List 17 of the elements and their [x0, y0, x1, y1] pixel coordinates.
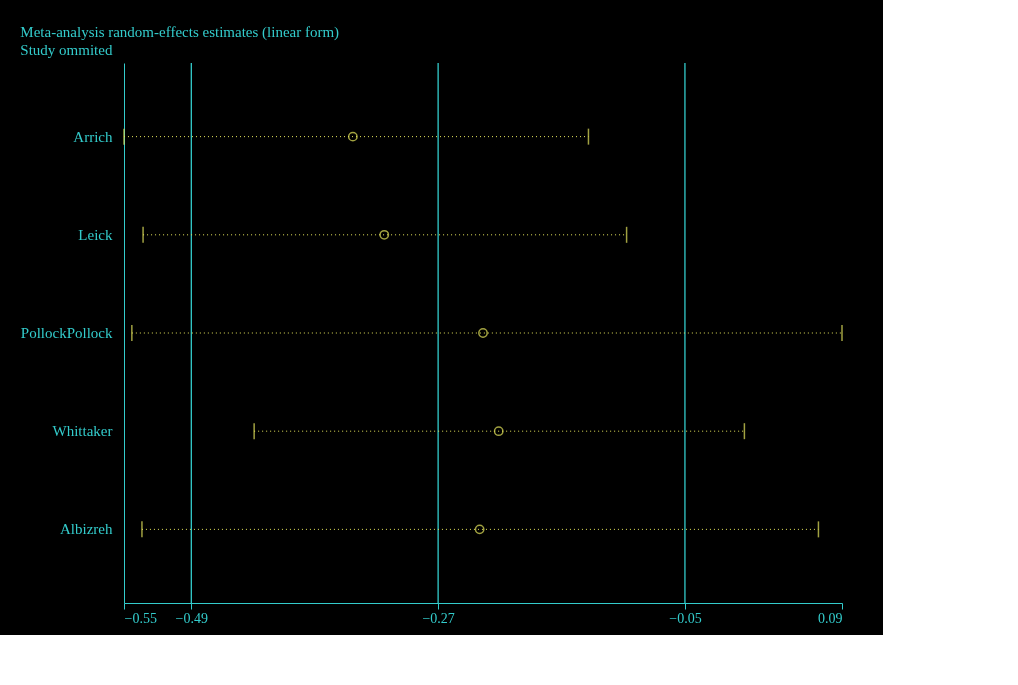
y-tick-label: Arrich	[73, 128, 113, 145]
x-tick-label: −0.05	[669, 610, 702, 626]
x-tick-label: −0.55	[124, 610, 157, 626]
point	[347, 131, 358, 142]
chart-subtitle: Study ommited	[20, 42, 113, 59]
y-tick-label: Whittaker	[52, 423, 113, 440]
point	[493, 426, 504, 437]
point	[478, 328, 488, 338]
x-tick-label: −0.27	[422, 610, 455, 626]
point	[474, 524, 485, 535]
point	[379, 229, 390, 240]
x-tick-label: 0.09	[818, 610, 843, 626]
y-tick-label: Albizreh	[60, 521, 113, 538]
x-tick-label: −0.49	[175, 610, 209, 626]
chart-title: Meta-analysis random-effects estimates (linear form)	[20, 24, 340, 42]
y-tick-label: PollockPollock	[20, 325, 113, 341]
y-tick-label: Leick	[78, 226, 113, 243]
